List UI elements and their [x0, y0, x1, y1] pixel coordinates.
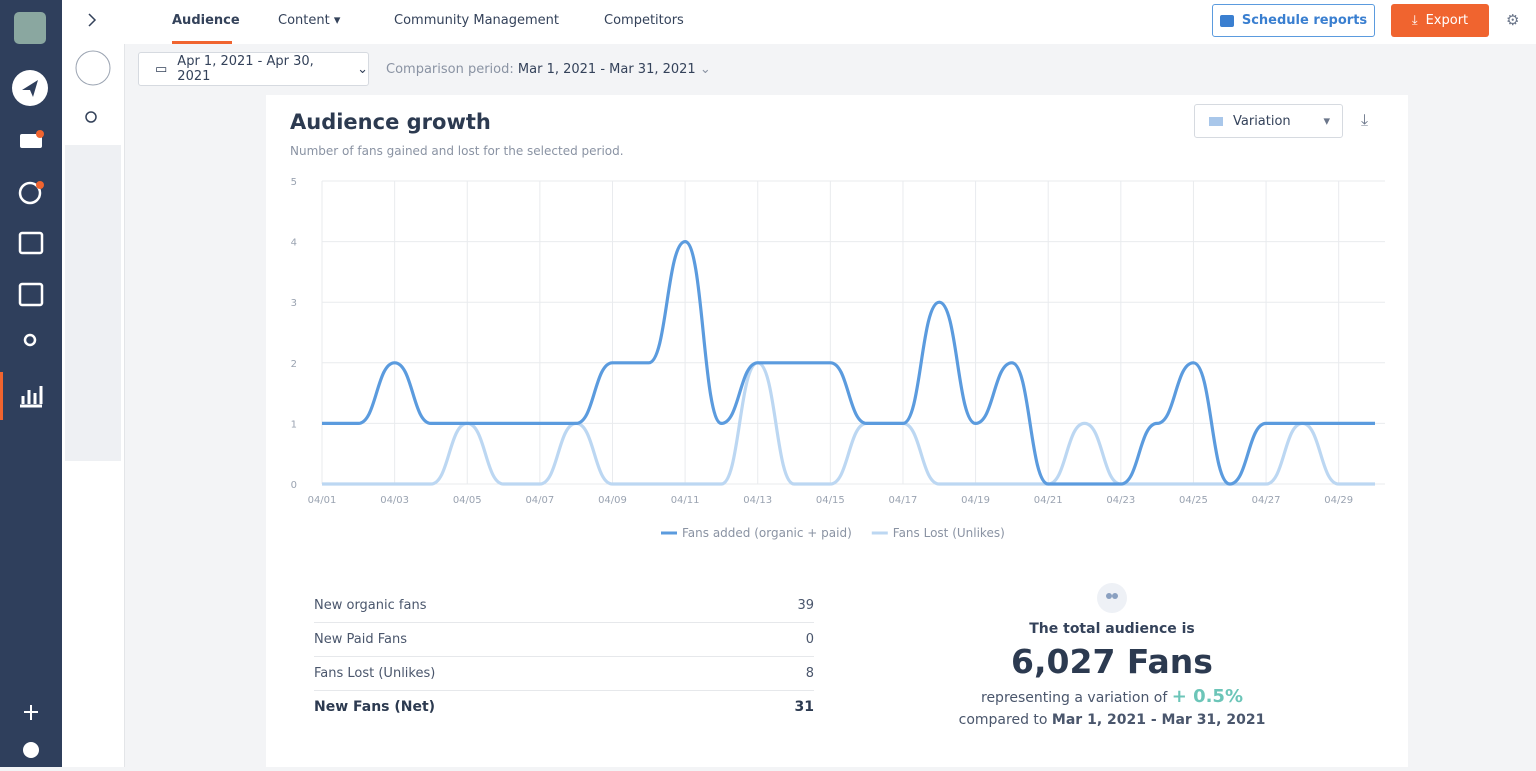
expand-icon[interactable] [88, 13, 97, 27]
export-button[interactable]: ⤓ Export [1391, 4, 1489, 37]
logo[interactable] [14, 12, 46, 44]
x-tick-label: 04/29 [1324, 495, 1353, 506]
sidebar [0, 0, 62, 767]
date-range: Apr 1, 2021 - Apr 30, 2021 [177, 54, 314, 84]
chart-title: Audience growth [290, 110, 491, 134]
account-icon[interactable] [75, 50, 111, 86]
x-tick-label: 04/13 [743, 495, 772, 506]
settings-icon[interactable]: ⚙ [1506, 11, 1520, 29]
help-icon[interactable] [23, 742, 39, 758]
tab[interactable]: Community Management [394, 13, 560, 28]
download-icon[interactable]: ⤓ [1361, 110, 1369, 129]
stat-value: 39 [797, 597, 814, 613]
comparison-range: Mar 1, 2021 - Mar 31, 2021 [517, 62, 696, 77]
x-tick-label: 04/23 [1106, 495, 1135, 506]
comparison-period[interactable]: Comparison period: Mar 1, 2021 - Mar 31,… [386, 62, 711, 77]
tab-underline [172, 41, 232, 44]
summary-compared: compared to Mar 1, 2021 - Mar 31, 2021 [912, 712, 1312, 728]
y-tick-label: 0 [291, 480, 297, 491]
search-icon[interactable] [85, 111, 97, 123]
y-tick-label: 4 [291, 238, 297, 249]
badge [36, 130, 44, 138]
series-line [322, 361, 1375, 486]
x-tick-label: 04/11 [671, 495, 700, 506]
x-tick-label: 04/09 [598, 495, 627, 506]
stats-row: New Paid Fans 0 [314, 622, 814, 657]
x-tick-label: 04/19 [961, 495, 990, 506]
account-list [65, 145, 121, 461]
date-picker[interactable]: ▭ Apr 1, 2021 - Apr 30, 2021 ⌄ [138, 52, 369, 86]
x-tick-label: 04/07 [525, 495, 554, 506]
compared-label: compared to [958, 712, 1048, 728]
analytics-icon[interactable] [20, 386, 43, 408]
publish-glyph [22, 80, 38, 97]
calendar-icon[interactable] [18, 231, 44, 255]
x-tick-label: 04/15 [816, 495, 845, 506]
y-tick-label: 3 [291, 298, 297, 309]
series-line [322, 240, 1375, 486]
inbox-icon[interactable] [20, 134, 42, 148]
compared-range: Mar 1, 2021 - Mar 31, 2021 [1051, 712, 1266, 728]
variation-value: + 0.5% [1171, 686, 1243, 707]
view-icon [1209, 116, 1223, 126]
stats-row: New Fans (Net) 31 [314, 690, 814, 724]
tab[interactable]: Competitors [604, 13, 684, 28]
button-label: Schedule reports [1241, 13, 1368, 28]
summary-total: 6,027 Fans [1011, 642, 1213, 681]
x-tick-label: 04/03 [380, 495, 409, 506]
chart: 0 1 2 3 4 5 04/01 04/03 04/05 04/07 04/09 04/11 04/1… [291, 177, 1385, 540]
stat-label: New Paid Fans [314, 631, 407, 647]
x-tick-label: 04/05 [453, 495, 482, 506]
caret: ⌄ [357, 61, 368, 77]
secondary-sidebar [62, 0, 125, 767]
calendar-glyph: ▭ [155, 61, 168, 77]
stat-label: New organic fans [314, 597, 427, 613]
badge [36, 181, 44, 189]
legend-label: Fans Lost (Unlikes) [893, 526, 1005, 540]
export-icon: ⤓ [1411, 13, 1418, 28]
schedule-button[interactable]: Schedule reports [1212, 4, 1375, 37]
schedule-icon [1219, 14, 1234, 27]
view-label: Variation [1233, 113, 1291, 129]
sidebar-icons [0, 12, 48, 758]
add-icon[interactable] [24, 705, 38, 720]
x-tick-label: 04/25 [1179, 495, 1208, 506]
audience-icon [1097, 583, 1127, 613]
legend-label: Fans added (organic + paid) [682, 526, 852, 540]
x-tick-label: 04/21 [1034, 495, 1063, 506]
stat-value: 31 [794, 699, 814, 715]
stats-row: Fans Lost (Unlikes) 8 [314, 656, 814, 691]
button-label: Export [1425, 13, 1469, 28]
tab-label: Content [278, 13, 330, 28]
summary-heading: The total audience is [1029, 621, 1195, 637]
list-icon[interactable] [18, 282, 44, 307]
stat-label: New Fans (Net) [314, 699, 436, 715]
x-tick-label: 04/27 [1252, 495, 1281, 506]
x-tick-label: 04/17 [889, 495, 918, 506]
stats-row: New organic fans 39 [314, 588, 814, 623]
caret: ▾ [1323, 113, 1330, 129]
variation-label: representing a variation of [981, 690, 1168, 706]
y-tick-label: 2 [291, 359, 297, 370]
x-tick-label: 04/01 [308, 495, 337, 506]
stat-label: Fans Lost (Unlikes) [314, 665, 436, 681]
tab[interactable]: Content ▾ [278, 13, 341, 28]
tab[interactable]: Audience [172, 13, 240, 28]
y-tick-label: 1 [291, 419, 297, 430]
chart-subtitle: Number of fans gained and lost for the s… [290, 144, 624, 158]
stat-value: 0 [805, 631, 814, 647]
active-indicator [0, 372, 3, 420]
stat-value: 8 [805, 665, 814, 681]
y-tick-label: 5 [291, 177, 297, 188]
secondary-icons [65, 13, 121, 461]
comparison-label: Comparison period: [386, 62, 514, 77]
team-icon[interactable] [23, 333, 37, 347]
view-select[interactable]: Variation ▾ [1194, 104, 1343, 138]
summary-variation: representing a variation of + 0.5% [912, 686, 1312, 707]
listen-icon[interactable] [18, 181, 42, 205]
